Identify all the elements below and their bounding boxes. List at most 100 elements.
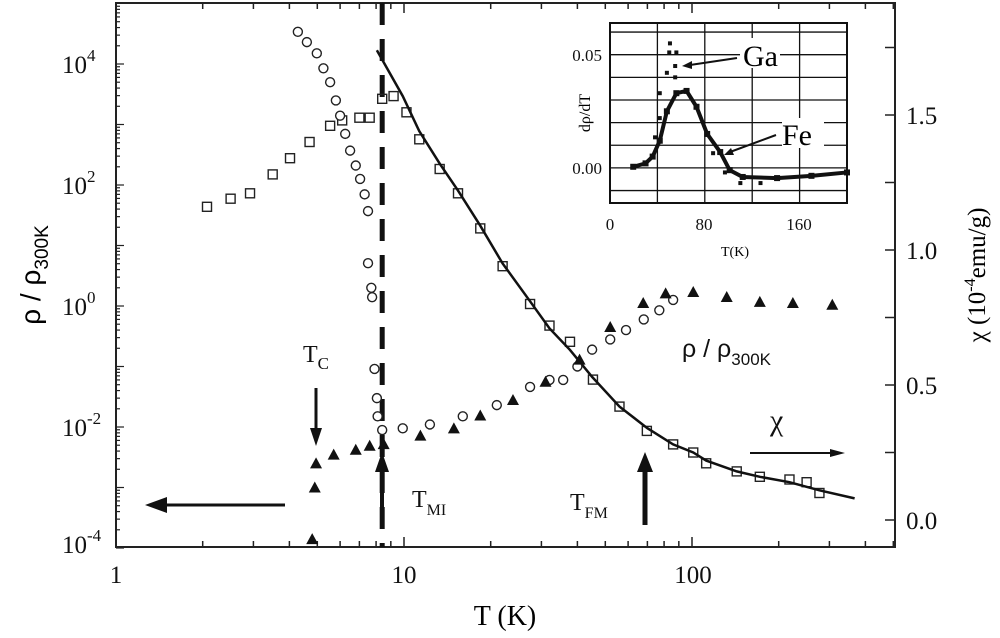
ga-point [664, 70, 669, 75]
rho-triangles-point [687, 286, 700, 298]
rho-curve-label: ρ / ρ300K [682, 335, 772, 369]
rho-triangles-point [474, 409, 487, 421]
tfm-arrow-head [637, 452, 653, 472]
rho-circles-point [620, 324, 632, 336]
axis-ticks [115, 3, 895, 549]
x-axis-title: T (K) [474, 601, 536, 632]
rho-triangles-point [363, 439, 376, 451]
chi-point [564, 336, 576, 347]
ga-point [657, 91, 662, 96]
plot-frame [115, 2, 896, 548]
rho-circles-point [350, 160, 361, 171]
ga-point [653, 135, 658, 140]
y-left-tick-label: 10-2 [62, 409, 101, 442]
y-left-tick-label: 100 [62, 288, 96, 321]
tc-arrow-head [310, 428, 322, 446]
ga-point [673, 75, 678, 80]
rho-triangles-point [604, 320, 617, 332]
ga-pointer-head [682, 61, 692, 69]
rho-triangles-point [659, 287, 672, 299]
rho-circles-point [557, 374, 569, 386]
rho-circles-point [397, 423, 408, 434]
chi-curve-label: χ [769, 404, 784, 437]
ga-point [657, 116, 662, 121]
rho-triangles-point [327, 448, 340, 460]
rho-circles-point [369, 363, 380, 375]
inset-y-axis-title: dρ/dT [577, 94, 594, 132]
chi-point [354, 112, 365, 123]
rho-triangles-point [637, 297, 650, 309]
y-left-tick-labels: 104 102 100 10-2 10-4 [62, 46, 102, 559]
rho-triangles-point [826, 298, 839, 310]
chi-point [304, 136, 315, 148]
rho-circles-point [372, 411, 383, 422]
rho-circles-point [371, 392, 383, 404]
rho-circles-point [638, 314, 649, 325]
fe-label-bg [782, 118, 824, 148]
inset-y-tick-label: 0.05 [572, 46, 602, 65]
rho-circles-point [491, 399, 502, 411]
y-left-tick-label: 104 [62, 46, 96, 79]
y-left-tick-label: 102 [62, 167, 96, 200]
inset-x-axis-title: T(K) [721, 245, 749, 260]
y-left-axis-title: ρ / ρ300K [15, 225, 53, 325]
rho-circles-point [362, 205, 374, 217]
rho-circles-point [340, 128, 351, 140]
ga-point [667, 41, 672, 46]
fe-point [630, 163, 637, 170]
chi-point [284, 152, 296, 164]
inset-marks [630, 41, 850, 186]
rho-circles-point [359, 189, 370, 200]
y-right-axis-title: χ (10-4emu/g) [962, 208, 991, 344]
rho-triangles-point [377, 438, 390, 450]
fe-pointer-head [724, 148, 734, 155]
ga-point [667, 50, 672, 55]
tmi-arrow-head [375, 452, 389, 472]
chi-point [587, 374, 599, 385]
fe-point [663, 108, 670, 115]
y-right-tick-label: 0.0 [906, 508, 937, 535]
chi-point [388, 90, 399, 102]
fe-point [704, 130, 711, 137]
chi-point [667, 439, 679, 450]
rho-circles-point [586, 344, 598, 355]
fe-point [726, 167, 733, 174]
ga-label: Ga [743, 40, 778, 73]
rho-circles-point [524, 381, 536, 393]
tc-label: TC [303, 342, 329, 373]
inset-x-tick-label: 80 [696, 215, 713, 234]
fe-point [649, 153, 656, 160]
inset-y-tick-label: 0.00 [572, 159, 602, 178]
rho-circles-point [330, 95, 342, 106]
x-tick-label: 1 [110, 562, 123, 589]
chi-point [244, 188, 256, 199]
rho-circles-point [424, 419, 436, 430]
tfm-label: TFM [570, 490, 608, 522]
y-left-tick-label: 10-4 [62, 526, 102, 559]
ga-point [738, 181, 743, 186]
rho-circles-point [366, 291, 378, 303]
ga-pointer [689, 57, 738, 66]
inset-chart: 0 80 160 0.00 0.05 T(K) dρ/dT Ga Fe [572, 22, 850, 260]
rho-circles-point [292, 26, 304, 38]
rho-triangles-point [414, 429, 427, 441]
rho-circles-point [605, 334, 616, 345]
fe-label: Fe [782, 119, 812, 152]
chi-point [376, 93, 388, 105]
y-right-tick-label: 0.5 [906, 373, 937, 400]
rho-triangles-point [539, 375, 552, 387]
x-tick-label: 10 [392, 562, 417, 589]
annotations: TC TMI TFM ρ / ρ300K χ [145, 335, 845, 525]
fe-point [693, 103, 700, 110]
x-tick-label: 100 [674, 562, 712, 589]
chi-point [814, 487, 825, 499]
rho-triangles-point [573, 353, 586, 365]
rho-triangles-point [753, 295, 766, 307]
ga-label-bg [740, 38, 780, 68]
chi-point [784, 474, 795, 485]
rho-circles-point [354, 173, 366, 185]
rho-circles-point [311, 48, 323, 59]
chi-point [201, 201, 213, 213]
fe-point [774, 175, 781, 182]
